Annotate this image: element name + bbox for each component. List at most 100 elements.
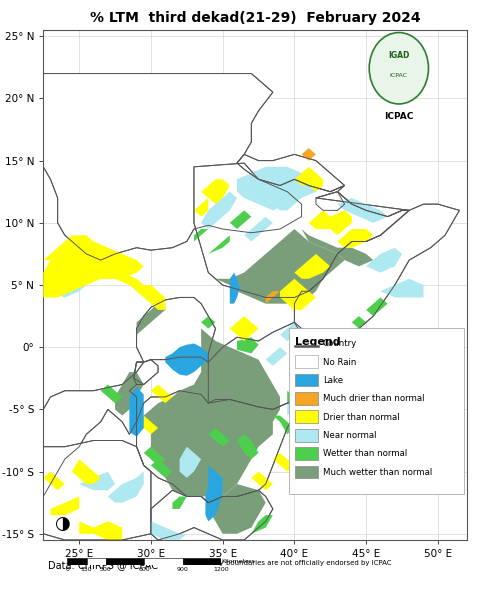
Text: Much drier than normal: Much drier than normal xyxy=(322,394,423,403)
Bar xyxy=(295,447,318,460)
Polygon shape xyxy=(351,316,365,329)
Polygon shape xyxy=(279,279,315,310)
Circle shape xyxy=(369,32,428,104)
Text: Country: Country xyxy=(322,339,356,348)
Polygon shape xyxy=(208,322,320,409)
Text: ◑: ◑ xyxy=(54,515,70,533)
Polygon shape xyxy=(151,521,186,540)
Text: Legend: Legend xyxy=(295,337,340,347)
Polygon shape xyxy=(129,387,144,437)
Polygon shape xyxy=(308,211,337,229)
Bar xyxy=(182,558,221,565)
Polygon shape xyxy=(50,496,79,515)
Text: 300: 300 xyxy=(100,568,111,572)
Polygon shape xyxy=(294,167,323,192)
Polygon shape xyxy=(43,74,301,260)
Text: No Rain: No Rain xyxy=(322,358,355,367)
Polygon shape xyxy=(365,248,401,272)
Text: 600: 600 xyxy=(138,568,150,572)
Text: ICPAC: ICPAC xyxy=(384,112,413,121)
Polygon shape xyxy=(215,229,344,304)
Polygon shape xyxy=(115,372,144,416)
Polygon shape xyxy=(380,279,423,298)
Text: Wetter than normal: Wetter than normal xyxy=(322,449,406,458)
Bar xyxy=(86,558,106,565)
Polygon shape xyxy=(133,359,158,385)
Title: % LTM  third dekad(21-29)  February 2024: % LTM third dekad(21-29) February 2024 xyxy=(89,11,420,25)
Polygon shape xyxy=(172,496,186,509)
Bar xyxy=(295,392,318,405)
Polygon shape xyxy=(272,192,301,211)
Polygon shape xyxy=(323,211,351,235)
Polygon shape xyxy=(79,521,122,540)
Polygon shape xyxy=(136,304,165,335)
Polygon shape xyxy=(294,254,330,279)
Bar xyxy=(295,355,318,368)
Polygon shape xyxy=(208,428,229,447)
Polygon shape xyxy=(365,298,387,316)
Text: ICPAC: ICPAC xyxy=(389,73,407,79)
Polygon shape xyxy=(287,391,301,416)
Polygon shape xyxy=(43,266,86,298)
Polygon shape xyxy=(272,453,294,472)
Polygon shape xyxy=(244,217,272,241)
Text: 900: 900 xyxy=(177,568,188,572)
Polygon shape xyxy=(251,472,272,490)
Polygon shape xyxy=(315,192,344,211)
Polygon shape xyxy=(265,291,279,304)
Polygon shape xyxy=(179,447,201,478)
Polygon shape xyxy=(108,472,144,503)
Text: Near normal: Near normal xyxy=(322,431,375,440)
Polygon shape xyxy=(151,490,272,540)
Polygon shape xyxy=(144,447,165,466)
Bar xyxy=(67,558,86,565)
Polygon shape xyxy=(337,229,372,248)
Text: Much wetter than normal: Much wetter than normal xyxy=(322,467,431,476)
Bar xyxy=(106,558,144,565)
Polygon shape xyxy=(229,272,240,304)
Polygon shape xyxy=(237,434,258,459)
Bar xyxy=(144,558,182,565)
Polygon shape xyxy=(205,466,222,521)
Polygon shape xyxy=(43,362,144,496)
Polygon shape xyxy=(237,154,344,192)
Polygon shape xyxy=(43,235,144,279)
Polygon shape xyxy=(201,192,237,229)
Bar xyxy=(295,374,318,386)
Polygon shape xyxy=(237,337,258,353)
Polygon shape xyxy=(136,298,215,362)
Polygon shape xyxy=(43,440,151,540)
Polygon shape xyxy=(208,484,265,534)
Polygon shape xyxy=(315,341,337,362)
Polygon shape xyxy=(43,472,65,490)
Polygon shape xyxy=(237,167,323,211)
Polygon shape xyxy=(165,343,208,376)
Polygon shape xyxy=(294,192,458,368)
Polygon shape xyxy=(72,459,100,484)
Polygon shape xyxy=(272,416,294,434)
Bar xyxy=(295,410,318,423)
Polygon shape xyxy=(337,198,387,223)
Polygon shape xyxy=(208,235,229,254)
Polygon shape xyxy=(151,385,172,403)
Polygon shape xyxy=(320,329,344,347)
Text: Kilometers: Kilometers xyxy=(221,559,254,564)
Polygon shape xyxy=(201,179,229,204)
Polygon shape xyxy=(43,254,165,310)
Text: Data: CHIRPS @ ICPAC: Data: CHIRPS @ ICPAC xyxy=(48,560,157,571)
Polygon shape xyxy=(287,391,301,409)
Polygon shape xyxy=(301,148,315,161)
Text: 1200: 1200 xyxy=(213,568,228,572)
Polygon shape xyxy=(193,163,408,298)
Polygon shape xyxy=(136,416,158,434)
Polygon shape xyxy=(144,329,279,496)
Polygon shape xyxy=(265,347,287,366)
Polygon shape xyxy=(151,459,172,478)
Bar xyxy=(295,429,318,442)
Polygon shape xyxy=(136,391,301,503)
Polygon shape xyxy=(244,515,272,540)
Polygon shape xyxy=(279,322,301,341)
Text: Country boundaries are not officially endorsed by ICPAC: Country boundaries are not officially en… xyxy=(195,560,390,566)
Polygon shape xyxy=(193,198,208,217)
Polygon shape xyxy=(100,385,122,403)
